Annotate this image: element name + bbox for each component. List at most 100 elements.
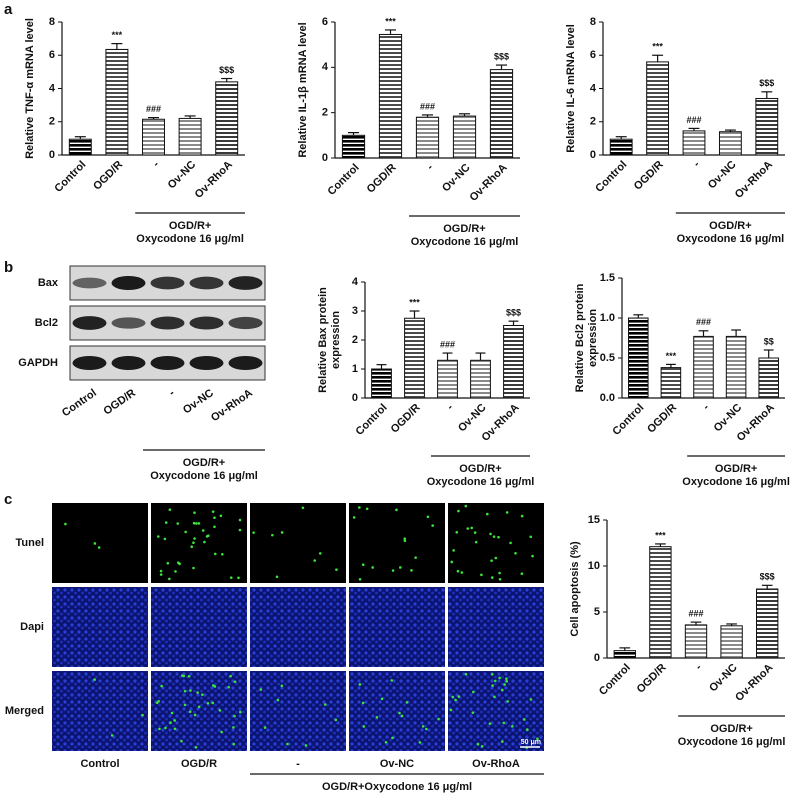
tunel-dot (334, 718, 338, 722)
micrograph (349, 503, 445, 583)
blot-band (189, 276, 224, 290)
tunel-dot (192, 521, 196, 525)
tunel-dot (177, 561, 180, 565)
tunel-dot (141, 713, 144, 717)
tunel-dot (489, 532, 492, 536)
tunel-dot (395, 508, 398, 512)
tunel-dot (110, 734, 114, 737)
tunel-dot (500, 688, 504, 692)
tunel-dot (449, 708, 453, 712)
blot-band (228, 356, 263, 370)
significance-label: $$$ (494, 51, 509, 61)
x-tick-label: OGD/R (632, 159, 666, 193)
blot-band (189, 316, 224, 330)
significance-label: ### (440, 339, 455, 349)
tunel-dot (480, 573, 483, 577)
panel-label: c (4, 491, 12, 508)
y-tick-label: 4 (590, 82, 597, 94)
tunel-dot (276, 698, 280, 702)
tunel-dot (229, 674, 232, 678)
tunel-dot (536, 737, 539, 740)
tunel-dot (502, 721, 506, 725)
tunel-dot (213, 552, 217, 556)
tunel-dot (97, 546, 101, 549)
significance-label: $$ (764, 336, 774, 346)
y-tick-label: 0 (352, 392, 358, 404)
tunel-dot (189, 689, 192, 692)
tunel-dot (238, 518, 242, 522)
tunel-dot (403, 537, 407, 540)
y-axis-label: Relative IL-1β mRNA level (297, 22, 309, 157)
tunel-dot (405, 701, 409, 704)
tunel-dot (455, 531, 459, 534)
x-tick-label: Control (326, 162, 362, 198)
tunel-dot (335, 568, 338, 571)
bar (489, 69, 514, 159)
significance-label: $$$ (760, 572, 775, 582)
tunel-dot (252, 531, 255, 534)
y-tick-label: 4 (322, 61, 329, 73)
bar (649, 546, 672, 659)
tunel-dot (503, 683, 506, 686)
y-tick-label: 0 (322, 152, 328, 164)
tunel-dot (352, 516, 356, 519)
tunel-dot (498, 571, 501, 575)
y-tick-label: 2 (590, 116, 596, 128)
panel-label: a (4, 1, 13, 18)
tunel-dot (238, 528, 242, 532)
group-label: Oxycodone 16 μg/ml (678, 736, 786, 748)
bar (646, 61, 670, 156)
x-tick-label: - (691, 158, 702, 169)
image-row-label: Tunel (15, 537, 44, 549)
tunel-dot (193, 713, 197, 717)
tunel-dot (218, 709, 222, 712)
micrograph (52, 587, 148, 667)
group-label: OGD/R+ (183, 457, 225, 469)
x-tick-label: Control (610, 402, 646, 438)
tunel-dot (506, 700, 510, 703)
y-tick-label: 8 (49, 16, 55, 28)
blot-band (72, 356, 107, 370)
tunel-dot (166, 561, 170, 565)
tunel-dot (156, 535, 160, 538)
significance-label: ### (686, 115, 701, 125)
x-tick-label: Ov-NC (707, 662, 740, 695)
tunel-dot (476, 742, 480, 746)
panel-label: b (4, 259, 13, 276)
tunel-dot (529, 698, 533, 701)
tunel-dot (431, 524, 434, 527)
tunel-dot (426, 515, 430, 519)
tunel-dot (520, 514, 524, 518)
tunel-dot (233, 680, 237, 684)
y-axis-label-line: expression (587, 309, 599, 367)
group-label: Oxycodone 16 μg/ml (136, 233, 244, 245)
group-label: Oxycodone 16 μg/ml (427, 476, 535, 488)
x-tick-label: Control (354, 402, 390, 438)
tunel-dot (398, 711, 401, 715)
blot-band (150, 316, 185, 330)
bar (628, 317, 649, 399)
tunel-dot (159, 573, 163, 576)
bar (756, 588, 779, 659)
tunel-dot (490, 576, 494, 579)
blot-column-label: Control (60, 387, 99, 419)
micrograph (52, 671, 148, 751)
blot-column-label: OGD/R (101, 387, 137, 418)
tunel-dot (384, 740, 388, 744)
x-tick-label: OGD/R (389, 402, 423, 436)
x-tick-label: OGD/R (365, 162, 399, 196)
tunel-dot (454, 698, 457, 702)
tunel-dot (494, 556, 498, 560)
x-tick-label: - (151, 158, 162, 169)
tunel-dot (509, 541, 512, 545)
tunel-dot (239, 710, 242, 714)
significance-label: ### (146, 104, 161, 114)
x-tick-label: OGD/R (91, 159, 125, 193)
y-tick-label: 1 (352, 363, 358, 375)
group-label: OGD/R+ (459, 463, 501, 475)
bar (609, 138, 633, 156)
significance-label: $$$ (506, 308, 521, 318)
tunel-dot (375, 716, 379, 719)
tunel-dot (358, 578, 362, 581)
